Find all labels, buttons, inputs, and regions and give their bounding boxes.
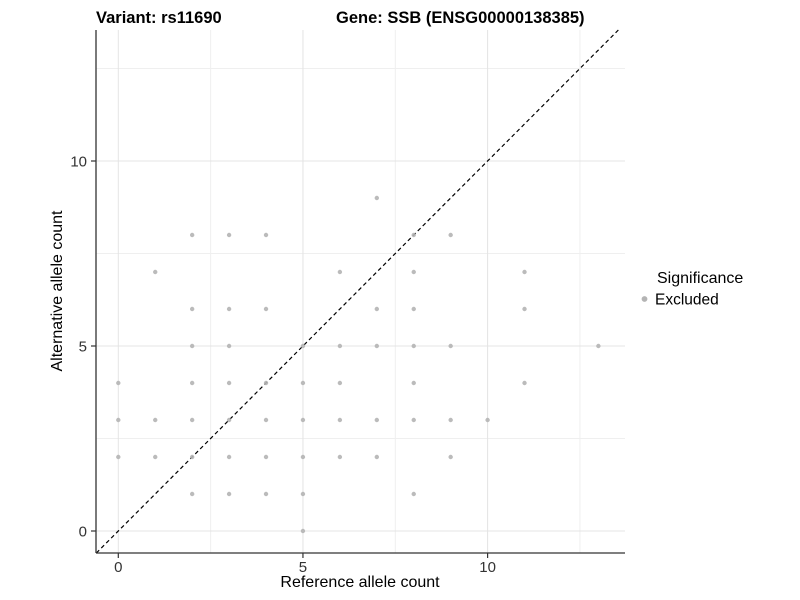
tick-layer: 0 5 10 0 5 10 xyxy=(70,154,496,577)
data-point xyxy=(189,306,195,312)
data-point xyxy=(263,232,269,238)
legend-key-excluded-dot xyxy=(641,296,648,302)
data-point xyxy=(300,491,306,497)
plot-title-gene: Gene: SSB (ENSG00000138385) xyxy=(336,9,585,27)
data-point xyxy=(448,417,453,423)
data-point xyxy=(116,380,121,386)
identity-line xyxy=(95,29,619,554)
plot-title-variant: Variant: rs11690 xyxy=(96,9,222,27)
data-point xyxy=(226,343,232,349)
data-point xyxy=(522,380,527,386)
data-point xyxy=(300,454,306,460)
data-point xyxy=(374,417,380,423)
x-axis-title: Reference allele count xyxy=(280,574,440,591)
data-point xyxy=(263,306,269,312)
data-points-layer xyxy=(116,195,601,534)
data-point xyxy=(522,269,527,275)
data-point xyxy=(374,195,380,201)
data-point xyxy=(116,417,121,423)
x-tick-label: 0 xyxy=(114,559,122,576)
data-point xyxy=(189,380,195,386)
x-tick-label: 5 xyxy=(299,559,307,576)
data-point xyxy=(374,343,380,349)
minor-gridlines xyxy=(96,30,625,553)
data-point xyxy=(448,343,453,349)
data-point xyxy=(411,232,416,238)
data-point xyxy=(411,417,416,423)
data-point xyxy=(337,343,343,349)
data-point xyxy=(226,491,232,497)
data-point xyxy=(411,380,416,386)
data-point xyxy=(189,417,195,423)
data-point xyxy=(411,343,416,349)
data-point xyxy=(300,417,306,423)
data-point xyxy=(300,380,306,386)
data-point xyxy=(226,306,232,312)
data-point xyxy=(448,454,453,460)
y-tick-label: 10 xyxy=(70,154,87,171)
data-point xyxy=(226,417,232,423)
legend: Significance Excluded xyxy=(641,270,743,309)
data-point xyxy=(226,232,232,238)
data-point xyxy=(411,269,416,275)
data-point xyxy=(116,454,121,460)
data-point xyxy=(411,491,416,497)
y-tick-label: 0 xyxy=(79,524,87,541)
data-point xyxy=(189,454,195,460)
data-point xyxy=(300,343,306,349)
legend-label-excluded: Excluded xyxy=(655,292,719,309)
data-point xyxy=(411,306,416,312)
major-gridlines xyxy=(96,30,625,553)
data-point xyxy=(263,380,269,386)
data-point xyxy=(485,417,490,423)
data-point xyxy=(189,491,195,497)
data-point xyxy=(263,417,269,423)
x-tick-label: 10 xyxy=(479,559,496,576)
y-axis-title: Alternative allele count xyxy=(49,210,66,372)
data-point xyxy=(374,454,380,460)
identity-line-layer xyxy=(95,29,619,554)
axes-layer xyxy=(95,30,625,554)
data-point xyxy=(374,306,380,312)
data-point xyxy=(226,380,232,386)
data-point xyxy=(596,343,601,349)
data-point xyxy=(189,232,195,238)
y-tick-label: 5 xyxy=(79,339,87,356)
data-point xyxy=(153,454,158,460)
data-point xyxy=(226,454,232,460)
data-point xyxy=(300,528,306,534)
legend-title: Significance xyxy=(657,270,743,287)
data-point xyxy=(337,269,343,275)
data-point xyxy=(263,454,269,460)
data-point xyxy=(263,491,269,497)
data-point xyxy=(153,417,158,423)
data-point xyxy=(337,454,343,460)
data-point xyxy=(337,380,343,386)
data-point xyxy=(522,306,527,312)
data-point xyxy=(337,417,343,423)
data-point xyxy=(448,232,453,238)
data-point xyxy=(189,343,195,349)
data-point xyxy=(153,269,158,275)
